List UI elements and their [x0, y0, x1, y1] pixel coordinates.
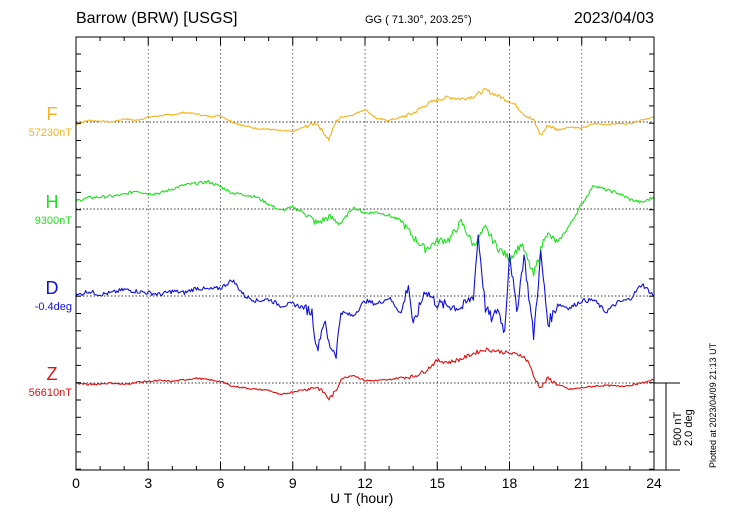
axes: 0 3 6 9 12 15 18 21 24 — [72, 36, 680, 491]
station-coords: GG ( 71.30°, 203.25°) — [365, 14, 472, 26]
series-baseline-h: 9300nT — [35, 215, 73, 227]
series-name-z: Z — [47, 364, 58, 384]
series-line-d — [75, 234, 655, 359]
x-tick-label: 3 — [144, 475, 152, 491]
series-baseline-z: 56610nT — [29, 387, 73, 399]
x-tick-label: 21 — [574, 475, 590, 491]
series-line-z — [75, 347, 655, 401]
plot-date: 2023/04/03 — [573, 10, 654, 27]
series-labels: F 57230nT H 9300nT D -0.4deg Z 56610nT — [29, 104, 73, 399]
x-tick-label: 6 — [217, 475, 225, 491]
x-tick-label: 0 — [72, 475, 80, 491]
series-line-f — [75, 88, 655, 142]
x-tick-label: 18 — [502, 475, 518, 491]
scale-bar-deg: 2.0 deg — [683, 409, 695, 446]
series-baseline-f: 57230nT — [29, 127, 73, 139]
plotted-note: Plotted at 2023/04/09 21:13 UT — [708, 342, 718, 468]
x-axis-title: U T (hour) — [330, 490, 394, 506]
x-tick-label: 15 — [429, 475, 445, 491]
x-tick-label: 9 — [289, 475, 297, 491]
x-tick-label: 12 — [357, 475, 373, 491]
series-name-h: H — [46, 192, 59, 212]
series-lines — [75, 88, 655, 401]
station-title: Barrow (BRW) [USGS] — [76, 10, 238, 27]
x-tick-label: 24 — [646, 475, 662, 491]
series-name-d: D — [46, 278, 59, 298]
series-name-f: F — [47, 104, 58, 124]
series-baseline-d: -0.4deg — [35, 301, 72, 313]
series-line-h — [75, 179, 655, 277]
